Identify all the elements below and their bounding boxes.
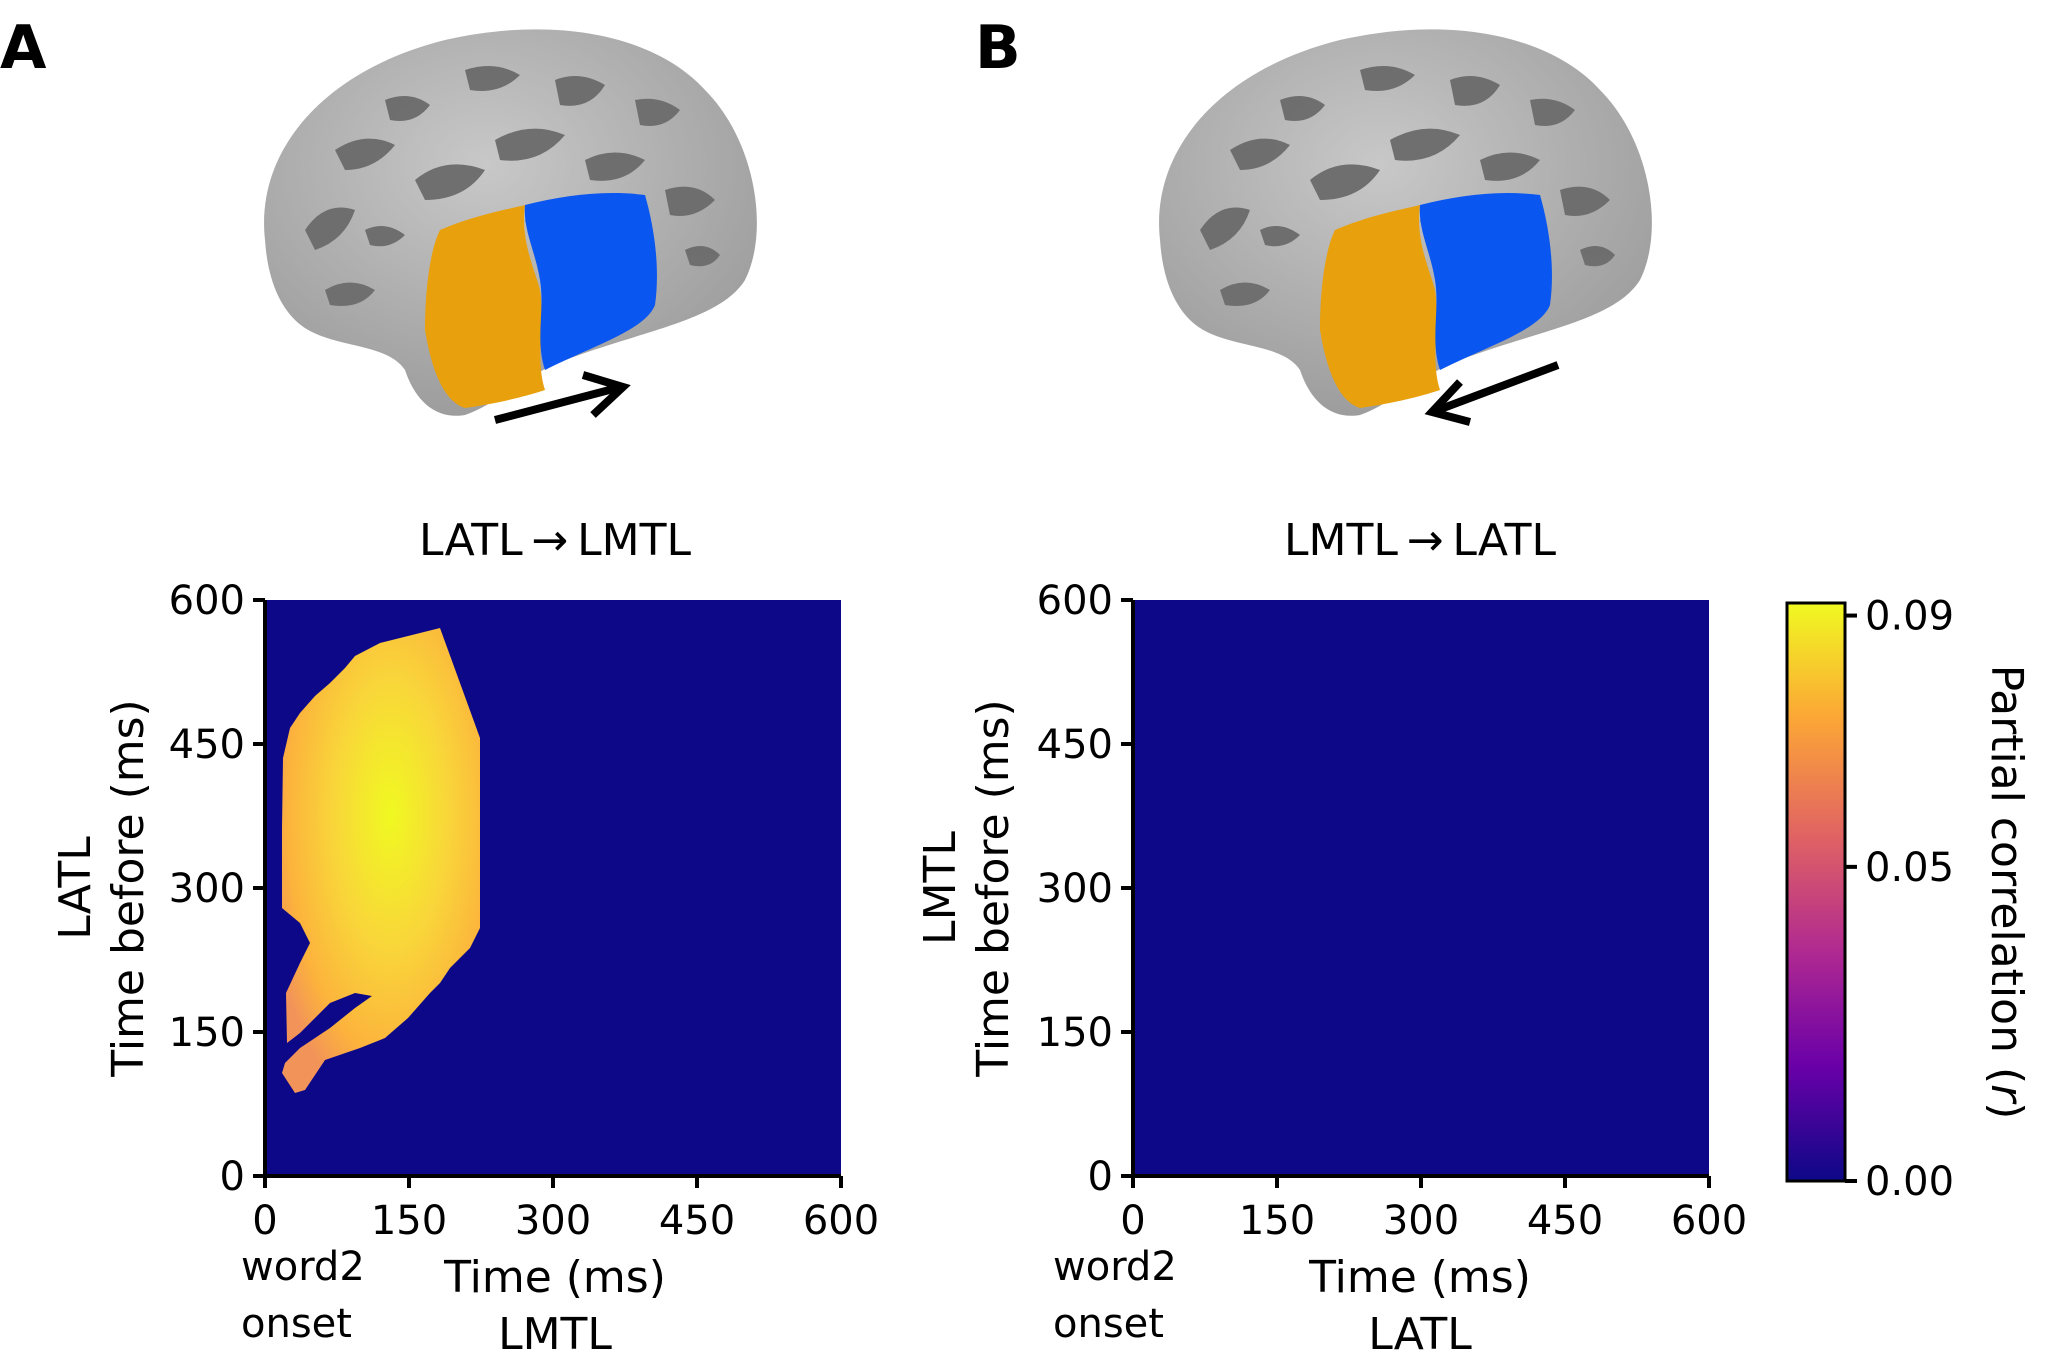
chart-1-xlabel-region: LMTL — [498, 1309, 612, 1360]
chart-1-ylabel: Time before (ms) — [103, 699, 154, 1077]
chart-2-ytick-label: 150 — [1037, 1010, 1113, 1056]
chart-1-xtick-label: 150 — [371, 1198, 447, 1244]
chart-1-xtick-label: 0 — [252, 1198, 277, 1244]
chart-1-xlabel: Time (ms) — [443, 1252, 666, 1303]
chart-2-xlabel-region: LATL — [1368, 1309, 1472, 1360]
chart-1-title: LATL → LMTL — [419, 515, 691, 566]
chart-2-xtick-label: 0 — [1120, 1198, 1145, 1244]
chart-2-xorigin-line2: onset — [1053, 1301, 1164, 1347]
brain-b-posterior-region — [1419, 193, 1552, 370]
brain-a-anterior-region — [425, 205, 545, 408]
chart-2-xtick-label: 150 — [1239, 1198, 1315, 1244]
colorbar-tick-label: 0.09 — [1865, 594, 1954, 640]
chart-1-xtick-label: 600 — [803, 1198, 879, 1244]
chart-1-ytick-label: 600 — [169, 578, 245, 624]
brain-b-arrow-head — [1424, 379, 1472, 426]
chart-2-ylabel: Time before (ms) — [968, 699, 1019, 1077]
brain-a-illustration — [264, 29, 757, 424]
colorbar-gradient — [1785, 601, 1847, 1183]
chart-2-xtick-label: 600 — [1671, 1198, 1747, 1244]
brain-b-illustration — [1159, 29, 1652, 426]
chart-2-ytick-label: 300 — [1037, 866, 1113, 912]
chart-1-ylabel-region: LATL — [50, 836, 101, 940]
chart-2-xlabel: Time (ms) — [1308, 1252, 1531, 1303]
chart-1-ytick-label: 300 — [169, 866, 245, 912]
chart-1-ytick-label: 450 — [169, 722, 245, 768]
chart-2-xorigin-line1: word2 — [1053, 1244, 1177, 1290]
chart-2-ytick-label: 0 — [1088, 1154, 1113, 1200]
chart-2-ytick-label: 450 — [1037, 722, 1113, 768]
chart-1-xtick-label: 450 — [659, 1198, 735, 1244]
chart-2-ylabel-region: LMTL — [915, 831, 966, 945]
colorbar-label: Partial correlation (r) — [1981, 665, 2032, 1120]
panel-b-letter: B — [975, 13, 1021, 83]
panel-a-letter: A — [0, 13, 47, 83]
colorbar-tick-label: 0.05 — [1865, 845, 1954, 891]
chart-1-ytick-label: 150 — [169, 1010, 245, 1056]
chart-2-title: LMTL → LATL — [1284, 515, 1556, 566]
chart-latl-to-lmtl: LATL → LMTL 0 150 300 450 600 0 150 300 450 600 w… — [50, 515, 879, 1360]
chart-2-heatmap-background — [1133, 600, 1709, 1176]
chart-1-xorigin-line1: word2 — [241, 1244, 365, 1290]
brain-a-arrow-head — [581, 371, 631, 418]
brain-b-anterior-region — [1320, 205, 1440, 408]
chart-2-xtick-label: 450 — [1527, 1198, 1603, 1244]
colorbar: 0.09 0.05 0.00 Partial correlation (r) — [1785, 594, 2032, 1205]
chart-1-xtick-label: 300 — [515, 1198, 591, 1244]
chart-lmtl-to-latl: LMTL → LATL 0 150 300 450 600 0 150 300 450 600 w… — [915, 515, 1747, 1360]
brain-b-arrow-shaft — [1436, 361, 1560, 414]
chart-1-ytick-label: 0 — [220, 1154, 245, 1200]
chart-1-significant-cluster — [282, 628, 480, 1093]
chart-1-xorigin-line2: onset — [241, 1301, 352, 1347]
chart-2-xtick-label: 300 — [1383, 1198, 1459, 1244]
brain-a-arrow-shaft — [493, 384, 619, 424]
chart-2-ytick-label: 600 — [1037, 578, 1113, 624]
brain-a-posterior-region — [524, 193, 657, 370]
colorbar-tick-label: 0.00 — [1865, 1159, 1954, 1205]
